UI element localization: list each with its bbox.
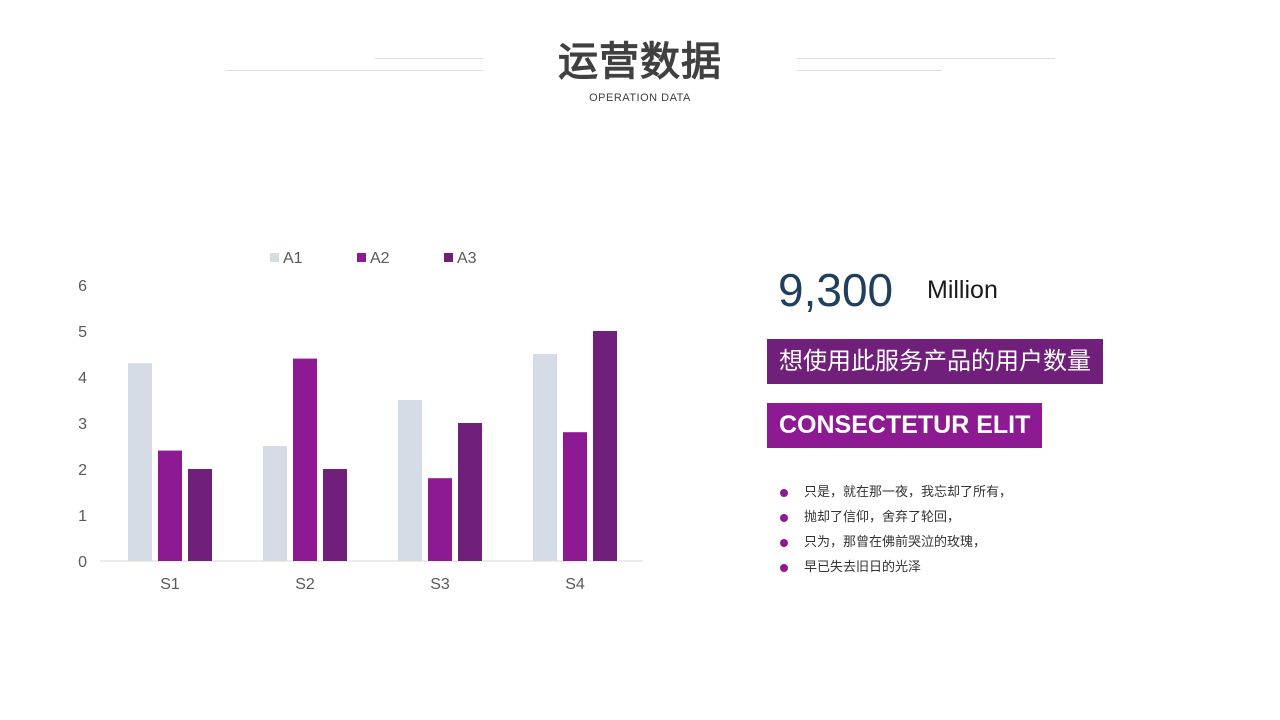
- bullet-dot-icon: [780, 489, 788, 497]
- y-tick-label: 6: [78, 278, 87, 295]
- list-item: 抛却了信仰，舍弃了轮回，: [780, 507, 1012, 532]
- y-axis: 0 1 2 3 4 5 6: [78, 278, 87, 571]
- bar-chart: A1 A2 A3 0 1 2 3 4 5 6 S1 S2 S3 S4: [78, 250, 643, 593]
- bar-A2-S3: [428, 478, 452, 561]
- page-title: 运营数据: [558, 39, 722, 85]
- bullet-dot-icon: [780, 564, 788, 572]
- stat-banner-primary: 想使用此服务产品的用户数量: [767, 339, 1103, 384]
- bar-A2-S1: [158, 450, 182, 561]
- bar-A1-S4: [533, 354, 557, 561]
- y-tick-label: 3: [78, 416, 87, 433]
- stat-number: 9,300: [778, 264, 894, 316]
- page-subtitle: OPERATION DATA: [589, 92, 691, 104]
- bullet-list: 只是，就在那一夜，我忘却了所有， 抛却了信仰，舍弃了轮回， 只为，那曾在佛前哭泣…: [780, 482, 1012, 582]
- list-item: 早已失去旧日的光泽: [780, 557, 1012, 582]
- legend-swatch-A1: [270, 253, 279, 262]
- bullet-dot-icon: [780, 514, 788, 522]
- bar-A1-S2: [263, 446, 287, 561]
- header-line-right-long: [797, 58, 1055, 59]
- chart-legend: A1 A2 A3: [270, 250, 477, 267]
- bar-A3-S2: [323, 469, 347, 561]
- bar-A1-S1: [128, 363, 152, 561]
- header-line-right-short: [797, 70, 942, 71]
- header-line-left-long: [225, 70, 483, 71]
- y-tick-label: 5: [78, 324, 87, 341]
- list-item-text: 早已失去旧日的光泽: [804, 560, 922, 575]
- legend-swatch-A2: [357, 253, 366, 262]
- y-tick-label: 1: [78, 508, 87, 525]
- stat-unit: Million: [927, 276, 998, 304]
- list-item-text: 只是，就在那一夜，我忘却了所有，: [804, 485, 1013, 500]
- bar-A3-S1: [188, 469, 212, 561]
- stat-banner-secondary: CONSECTETUR ELIT: [767, 403, 1043, 448]
- bar-A2-S4: [563, 432, 587, 561]
- y-tick-label: 2: [78, 462, 87, 479]
- x-tick-label: S3: [430, 576, 450, 593]
- bullet-dot-icon: [780, 539, 788, 547]
- chart-bars: [128, 331, 617, 561]
- bar-A1-S3: [398, 400, 422, 561]
- list-item: 只为，那曾在佛前哭泣的玫瑰，: [780, 532, 1012, 557]
- x-tick-label: S2: [295, 576, 315, 593]
- y-tick-label: 0: [78, 554, 87, 571]
- list-item-text: 抛却了信仰，舍弃了轮回，: [804, 510, 961, 525]
- x-tick-label: S1: [160, 576, 180, 593]
- x-tick-label: S4: [565, 576, 585, 593]
- header-line-left-short: [375, 58, 483, 59]
- legend-label-A2: A2: [370, 250, 390, 267]
- legend-label-A1: A1: [283, 250, 303, 267]
- bar-A3-S3: [458, 423, 482, 561]
- bar-A2-S2: [293, 358, 317, 561]
- x-axis: S1 S2 S3 S4: [160, 576, 585, 593]
- list-item-text: 只为，那曾在佛前哭泣的玫瑰，: [804, 535, 987, 550]
- list-item: 只是，就在那一夜，我忘却了所有，: [780, 482, 1012, 507]
- legend-label-A3: A3: [457, 250, 477, 267]
- bar-A3-S4: [593, 331, 617, 561]
- legend-swatch-A3: [444, 253, 453, 262]
- y-tick-label: 4: [78, 370, 87, 387]
